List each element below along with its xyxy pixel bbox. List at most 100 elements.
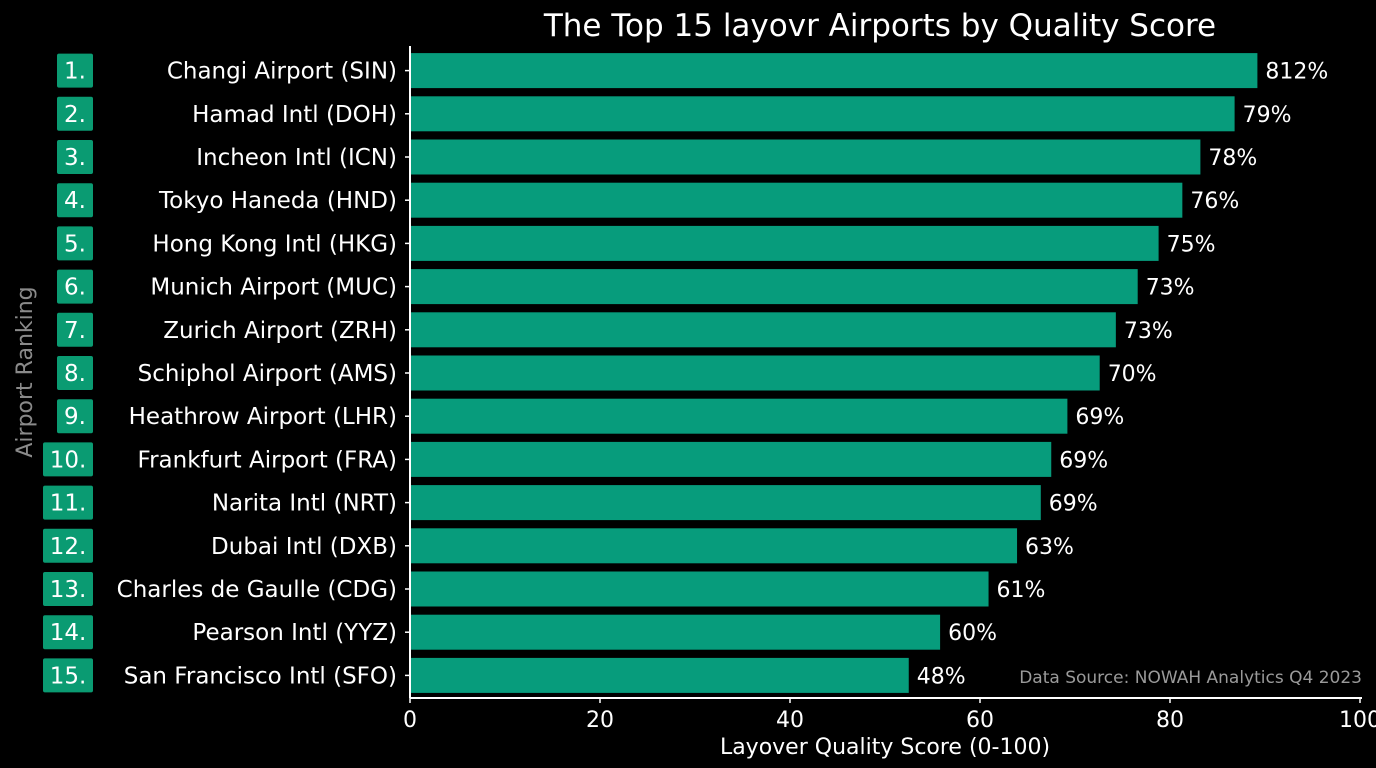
- category-label: Incheon Intl (ICN): [196, 145, 397, 171]
- bar-row: 12. Dubai Intl (DXB) 63%: [43, 528, 1074, 564]
- category-label: Frankfurt Airport (FRA): [138, 447, 397, 473]
- rank-label: 14.: [50, 620, 87, 646]
- bar-row: 8. Schiphol Airport (AMS) 70%: [57, 355, 1157, 391]
- y-axis-label: Airport Ranking: [13, 286, 38, 457]
- category-label: Munich Airport (MUC): [150, 275, 397, 301]
- bar: [411, 139, 1201, 175]
- value-label: 75%: [1167, 232, 1216, 257]
- bar-row: 11. Narita Intl (NRT) 69%: [43, 485, 1098, 521]
- x-tick-label: 40: [776, 708, 804, 733]
- value-label: 73%: [1146, 276, 1195, 301]
- bar-row: 1. Changi Airport (SIN) 812%: [57, 53, 1328, 89]
- rank-label: 15.: [50, 663, 87, 689]
- rank-badge: [43, 658, 93, 693]
- category-label: Changi Airport (SIN): [167, 59, 397, 85]
- bar: [411, 657, 909, 693]
- bar-row: 14. Pearson Intl (YYZ) 60%: [43, 614, 997, 650]
- x-tick-label: 100: [1339, 708, 1376, 733]
- rank-badge: [57, 53, 93, 88]
- value-label: 79%: [1243, 103, 1292, 128]
- rank-label: 3.: [64, 145, 86, 171]
- bar-row: 10. Frankfurt Airport (FRA) 69%: [43, 441, 1108, 477]
- value-label: 69%: [1075, 405, 1124, 430]
- value-label: 812%: [1265, 60, 1328, 85]
- x-tick-label: 80: [1156, 708, 1184, 733]
- rank-label: 4.: [64, 188, 86, 214]
- value-label: 63%: [1025, 535, 1074, 560]
- rank-label: 10.: [50, 447, 87, 473]
- bar: [411, 53, 1258, 89]
- rank-label: 9.: [64, 404, 86, 430]
- rank-badge: [57, 312, 93, 347]
- bar: [411, 355, 1100, 391]
- value-label: 73%: [1124, 319, 1173, 344]
- x-axis-label: Layover Quality Score (0-100): [720, 735, 1050, 760]
- rank-badge: [57, 183, 93, 218]
- bar: [411, 225, 1159, 261]
- bar-row: 15. San Francisco Intl (SFO) 48%: [43, 657, 966, 693]
- rank-label: 2.: [64, 102, 86, 128]
- category-label: Schiphol Airport (AMS): [138, 361, 397, 387]
- bar-row: 13. Charles de Gaulle (CDG) 61%: [43, 571, 1046, 607]
- bar-row: 2. Hamad Intl (DOH) 79%: [57, 96, 1292, 132]
- bar-row: 5. Hong Kong Intl (HKG) 75%: [57, 225, 1216, 261]
- rank-label: 8.: [64, 361, 86, 387]
- rank-label: 5.: [64, 231, 86, 257]
- value-label: 48%: [917, 664, 966, 689]
- rank-badge: [57, 399, 93, 434]
- category-label: Tokyo Haneda (HND): [158, 188, 397, 214]
- value-label: 76%: [1190, 189, 1239, 214]
- rank-badge: [57, 140, 93, 174]
- bar: [411, 441, 1052, 477]
- category-label: Dubai Intl (DXB): [211, 534, 397, 560]
- bar: [411, 528, 1018, 564]
- bar: [411, 614, 941, 650]
- value-label: 61%: [997, 578, 1046, 603]
- x-tick-label: 0: [403, 708, 417, 733]
- category-label: Heathrow Airport (LHR): [129, 404, 397, 430]
- x-axis-ticks: 0 20 40 60 80 100: [403, 69, 1376, 733]
- bar: [411, 269, 1138, 305]
- category-label: Pearson Intl (YYZ): [192, 620, 397, 646]
- bar-row: 3. Incheon Intl (ICN) 78%: [57, 139, 1257, 175]
- value-label: 60%: [948, 621, 997, 646]
- bar: [411, 485, 1041, 521]
- rank-badge: [57, 96, 93, 131]
- chart-title: The Top 15 layovr Airports by Quality Sc…: [543, 8, 1216, 44]
- bar: [411, 312, 1116, 348]
- rank-badge: [43, 485, 93, 520]
- bar-row: 6. Munich Airport (MUC) 73%: [57, 269, 1195, 305]
- rank-badge: [57, 356, 93, 390]
- bar-row: 9. Heathrow Airport (LHR) 69%: [57, 398, 1124, 434]
- value-label: 78%: [1208, 146, 1257, 171]
- category-label: Hamad Intl (DOH): [192, 102, 397, 128]
- rank-label: 13.: [50, 577, 87, 603]
- rank-badge: [43, 528, 93, 563]
- rank-label: 1.: [64, 59, 86, 85]
- bar: [411, 182, 1183, 218]
- rank-label: 6.: [64, 275, 86, 301]
- chart-rows: 1. Changi Airport (SIN) 812% 2. Hamad Intl (…: [43, 53, 1328, 693]
- value-label: 70%: [1108, 362, 1157, 387]
- bar: [411, 571, 989, 607]
- rank-label: 11.: [50, 491, 87, 517]
- value-label: 69%: [1049, 492, 1098, 517]
- category-label: Narita Intl (NRT): [212, 491, 397, 517]
- rank-badge: [43, 442, 93, 477]
- bar-row: 7. Zurich Airport (ZRH) 73%: [57, 312, 1173, 348]
- bar: [411, 96, 1235, 132]
- category-label: San Francisco Intl (SFO): [124, 663, 397, 689]
- bar: [411, 398, 1068, 434]
- category-label: Hong Kong Intl (HKG): [152, 231, 397, 257]
- rank-badge: [57, 226, 93, 261]
- rank-badge: [43, 615, 93, 650]
- category-label: Charles de Gaulle (CDG): [117, 577, 397, 603]
- category-label: Zurich Airport (ZRH): [163, 318, 397, 344]
- data-source-annotation: Data Source: NOWAH Analytics Q4 2023: [1019, 668, 1362, 688]
- x-tick-label: 60: [966, 708, 994, 733]
- rank-label: 7.: [64, 318, 86, 344]
- rank-badge: [57, 269, 93, 304]
- x-tick-label: 20: [586, 708, 614, 733]
- bar-row: 4. Tokyo Haneda (HND) 76%: [57, 182, 1239, 218]
